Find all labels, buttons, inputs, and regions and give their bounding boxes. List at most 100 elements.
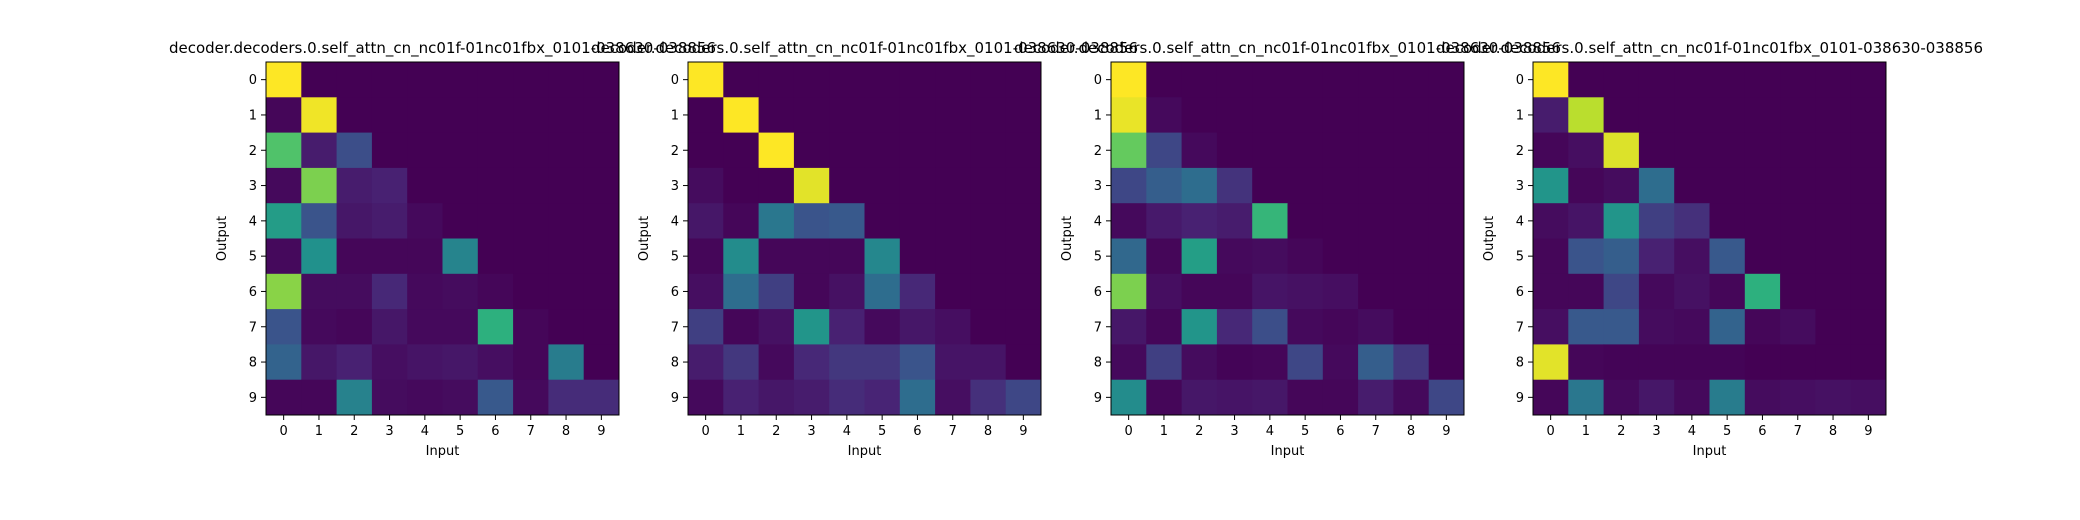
plot-frame	[687, 61, 1042, 416]
heatmap-cell	[688, 97, 724, 134]
heatmap-cell	[899, 379, 936, 416]
heatmap-cell	[1815, 167, 1852, 204]
heatmap-cell	[1252, 273, 1288, 310]
heatmap-cell	[548, 344, 585, 381]
heatmap-cell	[371, 238, 408, 275]
heatmap-cell	[1393, 132, 1430, 169]
heatmap-cell	[583, 379, 620, 416]
x-tick-label: 6	[913, 424, 921, 439]
heatmap-cell	[758, 344, 795, 381]
heatmap-cell	[407, 62, 443, 98]
y-axis-label: Output	[215, 216, 230, 261]
heatmap-cell	[723, 132, 760, 169]
heatmap-cell	[477, 203, 514, 239]
x-tick-label: 3	[1230, 424, 1238, 439]
heatmap-cell	[1744, 167, 1781, 204]
heatmap-cell	[1709, 273, 1746, 310]
heatmap-cell	[1603, 273, 1640, 310]
heatmap-cell	[935, 203, 971, 239]
heatmap-cell	[1287, 62, 1324, 98]
y-axis-label: Output	[637, 216, 652, 261]
heatmap-cell	[1322, 132, 1359, 169]
y-tick-label: 0	[1516, 73, 1524, 88]
heatmap-cell	[1638, 309, 1675, 345]
heatmap-cell	[1744, 309, 1781, 345]
heatmap-cell	[723, 238, 760, 275]
heatmap-cell	[1252, 97, 1288, 134]
heatmap-cell	[864, 97, 901, 134]
heatmap-cell	[1815, 309, 1852, 345]
y-tick-label: 6	[1516, 285, 1524, 300]
heatmap-cell	[935, 167, 971, 204]
heatmap-cell	[1428, 97, 1465, 134]
y-tick-label: 0	[1094, 73, 1102, 88]
heatmap-cell	[301, 379, 338, 416]
x-tick-label: 4	[1688, 424, 1696, 439]
y-tick-label: 5	[1516, 250, 1524, 265]
heatmap-cell	[1533, 62, 1569, 98]
heatmap-cell	[1358, 273, 1394, 310]
heatmap-cell	[513, 309, 549, 345]
heatmap-cell	[1216, 167, 1253, 204]
x-tick-label: 5	[1723, 424, 1731, 439]
heatmap-cell	[793, 344, 830, 381]
heatmap-cell	[758, 238, 795, 275]
y-tick-label: 5	[1094, 250, 1102, 265]
heatmap-cell	[1850, 203, 1887, 239]
heatmap-cell	[1674, 238, 1710, 275]
heatmap-cell	[829, 379, 865, 416]
heatmap-cell	[1428, 273, 1465, 310]
heatmap-cell	[1850, 132, 1887, 169]
heatmap-cell	[548, 62, 585, 98]
y-tick-label: 4	[671, 214, 679, 229]
heatmap-cell	[336, 132, 373, 169]
heatmap-cell	[829, 62, 865, 98]
heatmap-cell	[513, 62, 549, 98]
heatmap-cell	[1146, 309, 1183, 345]
heatmap-cell	[1568, 344, 1605, 381]
heatmap-cell	[1603, 238, 1640, 275]
heatmap-cell	[442, 62, 479, 98]
heatmap-cell	[371, 344, 408, 381]
heatmap-cell	[1638, 97, 1675, 134]
heatmap-cell	[1780, 273, 1816, 310]
plot-frame	[1532, 61, 1887, 416]
heatmap-cell	[1005, 379, 1042, 416]
heatmap-cell	[864, 273, 901, 310]
heatmap-cell	[407, 273, 443, 310]
heatmap-cell	[548, 238, 585, 275]
x-tick-label: 8	[1829, 424, 1837, 439]
heatmap-cell	[336, 309, 373, 345]
heatmap-cell	[1393, 97, 1430, 134]
y-axis-label: Output	[1060, 216, 1075, 261]
heatmap-cell	[829, 203, 865, 239]
heatmap-cell	[758, 97, 795, 134]
heatmap-cell	[1780, 238, 1816, 275]
heatmap-cell	[1780, 132, 1816, 169]
plot-frame	[265, 61, 620, 416]
heatmap-cell	[1815, 344, 1852, 381]
heatmap-cell	[1287, 238, 1324, 275]
heatmap-cell	[1709, 309, 1746, 345]
heatmap-cell	[1111, 273, 1147, 310]
heatmap-cell	[1850, 309, 1887, 345]
heatmap-cell	[1709, 344, 1746, 381]
heatmap-cell	[1674, 62, 1710, 98]
heatmap-cell	[1568, 309, 1605, 345]
heatmap-cell	[970, 97, 1007, 134]
heatmap-cell	[1111, 344, 1147, 381]
heatmap-cell	[371, 167, 408, 204]
x-tick-label: 3	[807, 424, 815, 439]
heatmap-cell	[1815, 238, 1852, 275]
heatmap-cell	[407, 167, 443, 204]
heatmap-cell	[1146, 238, 1183, 275]
heatmap-cell	[1603, 132, 1640, 169]
heatmap-cell	[513, 97, 549, 134]
y-tick-label: 2	[671, 144, 679, 159]
heatmap-cell	[1146, 203, 1183, 239]
heatmap-cell	[829, 309, 865, 345]
chart-title: decoder.decoders.0.self_attn_cn_nc01f-01…	[169, 39, 716, 58]
heatmap-cell	[688, 62, 724, 98]
y-tick-label: 8	[1094, 356, 1102, 371]
heatmap-cell	[266, 344, 302, 381]
